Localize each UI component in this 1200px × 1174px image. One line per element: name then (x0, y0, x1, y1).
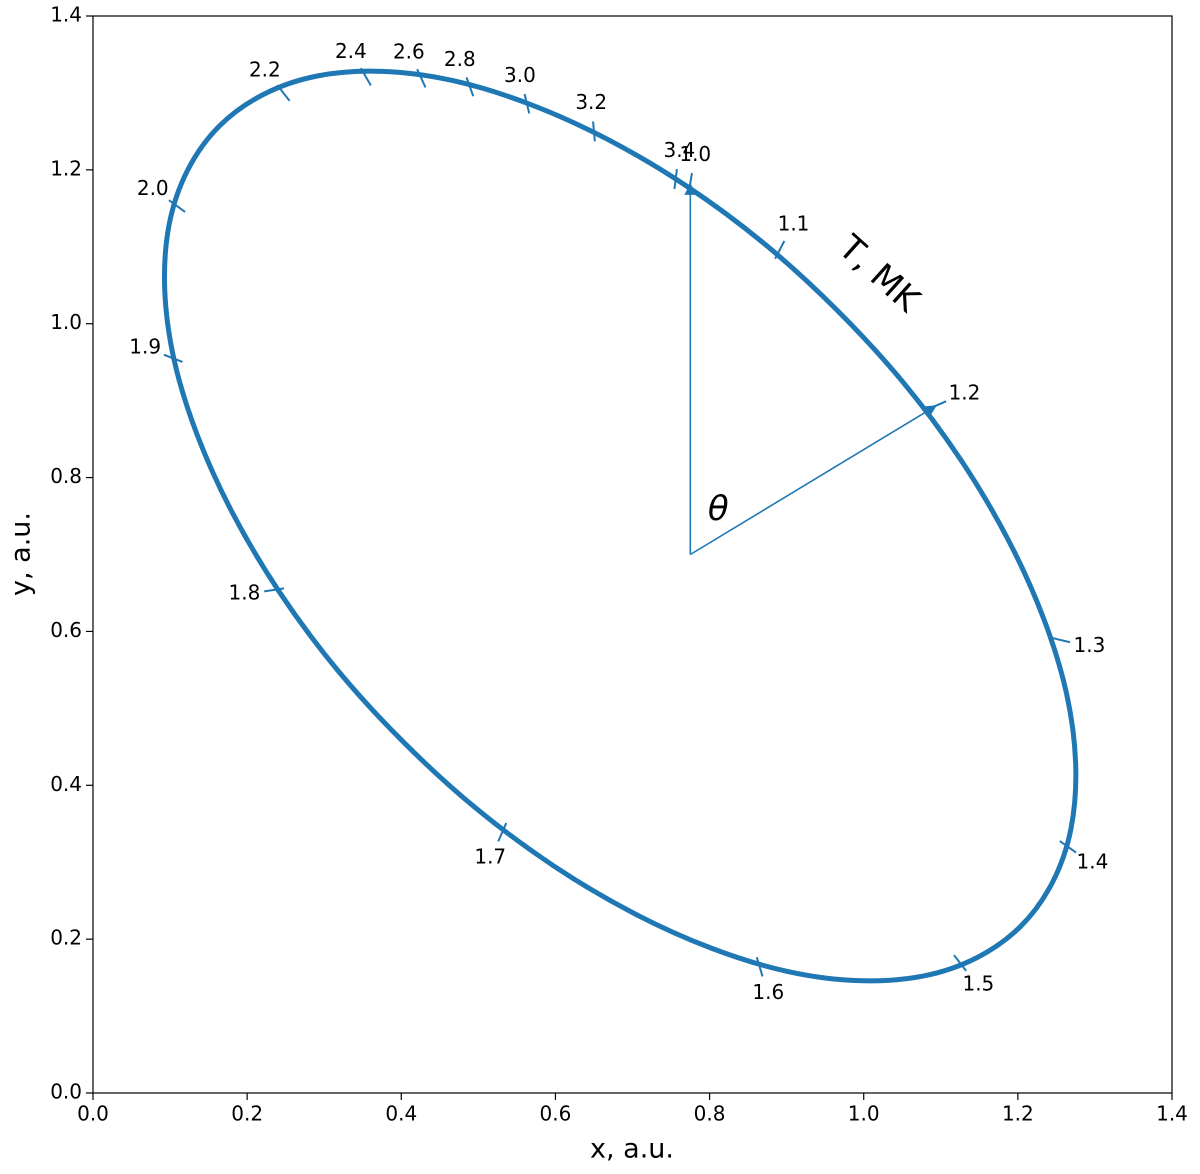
plot-frame (92, 15, 1173, 1094)
marker-title: T, MK (830, 227, 929, 321)
temperature-tick (264, 587, 285, 593)
temperature-label: 2.6 (393, 39, 425, 63)
temperature-tick (687, 172, 693, 193)
y-tick-label: 0.4 (50, 772, 82, 796)
temperature-tick (465, 77, 475, 97)
y-tick-label: 1.4 (50, 3, 82, 27)
y-tick-label: 0.0 (50, 1080, 82, 1104)
temperature-tick (673, 169, 678, 190)
y-tick-label: 1.2 (50, 156, 82, 180)
temperature-label: 1.3 (1074, 633, 1106, 657)
x-tick-label: 0.4 (385, 1102, 417, 1126)
ellipse-curve (162, 68, 1079, 984)
y-tick-label: 0.8 (50, 464, 82, 488)
temperature-tick (927, 400, 947, 411)
x-tick-label: 0.0 (77, 1102, 109, 1126)
temperature-label: 1.0 (679, 142, 711, 166)
temperature-label: 3.0 (504, 63, 536, 87)
temperature-label: 3.4 (663, 138, 695, 162)
temperature-label: 1.9 (129, 335, 161, 359)
temperature-tick (953, 954, 967, 972)
temperature-label: 1.2 (949, 381, 981, 405)
temperature-tick (276, 84, 291, 102)
temperature-tick (592, 121, 596, 142)
x-tick-label: 1.2 (1002, 1102, 1034, 1126)
x-tick-label: 0.2 (231, 1102, 263, 1126)
temperature-label: 2.0 (137, 176, 169, 200)
temperature-tick (1059, 840, 1077, 854)
x-tick-label: 0.6 (540, 1102, 572, 1126)
temperature-label: 2.8 (444, 47, 476, 71)
angle-label: θ (708, 489, 729, 529)
temperature-label: 1.5 (962, 972, 994, 996)
temperature-label: 3.2 (575, 90, 607, 114)
temperature-label: 1.6 (752, 980, 784, 1004)
temperature-tick (168, 199, 186, 213)
temperature-tick (163, 353, 183, 363)
y-tick-label: 0.6 (50, 618, 82, 642)
temperature-label: 1.4 (1077, 850, 1109, 874)
x-axis-label: x, a.u. (590, 1134, 674, 1165)
temperature-tick (416, 68, 427, 88)
temperature-tick (359, 67, 372, 86)
x-tick-label: 1.0 (848, 1102, 880, 1126)
y-axis-label: y, a.u. (6, 512, 37, 596)
temperature-label: 2.4 (335, 39, 367, 63)
temperature-label: 1.1 (778, 212, 810, 236)
temperature-label: 2.2 (249, 57, 281, 81)
temperature-label: 1.7 (474, 844, 506, 868)
y-tick-label: 0.2 (50, 926, 82, 950)
temperature-tick (755, 956, 764, 977)
x-tick-label: 1.4 (1156, 1102, 1188, 1126)
temperature-tick (497, 822, 508, 842)
x-tick-label: 0.8 (694, 1102, 726, 1126)
temperature-label: 1.8 (229, 581, 261, 605)
temperature-tick (774, 240, 786, 260)
arrow (689, 404, 938, 556)
y-tick-label: 1.0 (50, 310, 82, 334)
temperature-tick (1050, 636, 1071, 644)
temperature-tick (523, 93, 531, 114)
